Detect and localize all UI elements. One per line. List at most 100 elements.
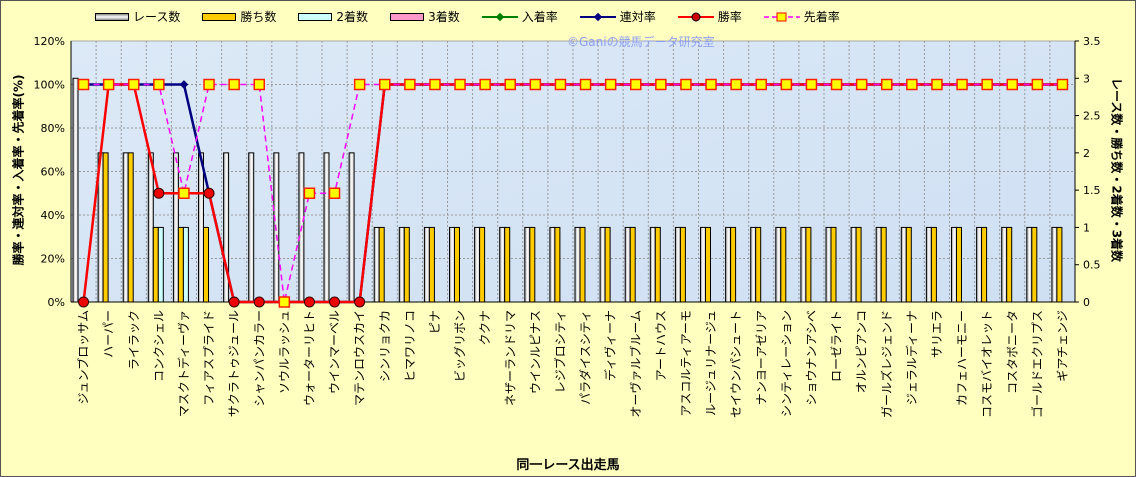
legend-third: 3着数 (390, 8, 460, 25)
x-tick-label: ディヴィーナ (603, 310, 618, 381)
bar-0 (524, 226, 531, 303)
bar-0 (574, 226, 581, 303)
legend-sen: 先着率 (763, 8, 840, 25)
bar-1 (1006, 226, 1013, 303)
bar-1 (152, 226, 159, 303)
bar-0 (474, 226, 481, 303)
legend-wins: 勝ち数 (202, 8, 276, 25)
bar-0 (449, 226, 455, 303)
x-tick-label: ウインルピナス (528, 310, 542, 394)
bar-0 (147, 152, 154, 303)
bar-0 (599, 226, 606, 303)
y-tick-right: 3 (1083, 72, 1090, 85)
bar-0 (223, 152, 230, 303)
bar-0 (348, 152, 355, 303)
legend-second: 2着数 (298, 8, 368, 25)
x-tick-label: ナンヨーアゼリア (754, 310, 768, 405)
y-axis-right-title: レース数・勝ち数・2着数・3着数 (1109, 77, 1124, 263)
bar-0 (750, 226, 757, 303)
bar-1 (529, 226, 536, 303)
marker-sen (128, 78, 140, 91)
bar-1 (403, 226, 410, 303)
x-tick-label: ハーパー (102, 310, 116, 358)
marker-win-rate (153, 187, 165, 199)
y-tick-right: 0 (1083, 296, 1090, 309)
marker-sen (1006, 78, 1018, 91)
bar-1 (454, 226, 460, 303)
marker-sen (404, 78, 416, 91)
marker-sen (780, 78, 793, 91)
y-tick-right: 3.5 (1083, 35, 1101, 48)
x-tick-label: シャンパンカラー (252, 310, 266, 407)
y-tick-left: 20% (41, 253, 65, 266)
legend-label: 勝ち数 (240, 10, 277, 24)
marker-sen (554, 78, 567, 91)
marker-sen (755, 78, 767, 91)
x-tick-label: ピナ (428, 310, 442, 334)
bar-1 (479, 226, 486, 303)
bar-2 (157, 226, 164, 303)
bar-0 (198, 152, 204, 303)
x-tick-label: サリエラ (930, 310, 944, 358)
bar-1 (177, 226, 184, 303)
marker-sen (604, 78, 617, 91)
x-tick-label: アスコルティアーモ (679, 310, 693, 417)
x-tick-label: コスモバイオレット (980, 310, 994, 418)
bar-1 (679, 226, 686, 303)
legend-label: 連対率 (619, 10, 656, 24)
x-tick-label: ヒマワリノコ (403, 310, 417, 382)
bar-0 (323, 152, 330, 303)
bar-0 (122, 152, 129, 303)
y-tick-left: 100% (34, 79, 65, 92)
line-series-7 (83, 83, 1063, 303)
bar-0 (172, 152, 179, 303)
marker-sen (228, 78, 240, 91)
x-tick-label: コンクシェル (152, 310, 166, 382)
bar-0 (925, 226, 932, 303)
bar-0 (850, 226, 857, 303)
bar-0 (825, 226, 832, 303)
marker-sen (680, 78, 692, 91)
bar-0 (549, 226, 556, 303)
bar-0 (725, 226, 732, 303)
x-tick-label: ソウルラッシュ (277, 310, 291, 394)
marker-win-rate (303, 296, 315, 308)
x-tick-label: コスタボニータ (1005, 310, 1019, 394)
legend-wins-swatch (202, 12, 237, 21)
bar-1 (755, 226, 762, 303)
legend-rentai: 連対率 (579, 8, 656, 25)
x-tick-label: オーヴァルブルーム (628, 310, 643, 418)
bar-1 (830, 226, 837, 303)
x-tick-label: ローゼライト (830, 310, 844, 382)
x-tick-label: オルンピアンコ (855, 310, 869, 393)
x-tick-label: フィアスプライド (202, 310, 216, 406)
x-tick-label: シンリョクカ (378, 310, 392, 382)
bar-1 (981, 226, 988, 303)
y-tick-right: 2.5 (1083, 110, 1101, 123)
y-tick-right: 2 (1083, 147, 1090, 160)
x-tick-label: ルージュリナージュ (704, 310, 718, 416)
marker-sen (303, 187, 316, 199)
marker-sen (77, 78, 90, 91)
marker-sen (429, 78, 441, 91)
marker-sen (153, 78, 165, 91)
x-tick-label: ゴールドエクリプス (1029, 310, 1044, 418)
legend-races: レース数 (95, 8, 180, 25)
marker-sen (830, 78, 843, 91)
marker-sen (454, 78, 466, 91)
bar-1 (730, 226, 737, 303)
bar-1 (604, 226, 611, 303)
x-axis-title: 同一レース出走馬 (516, 458, 620, 473)
marker-sen (881, 78, 893, 91)
legend-place: 入着率 (481, 8, 558, 25)
legend-label: 勝率 (717, 10, 742, 24)
marker-sen (1056, 78, 1069, 91)
y-tick-left: 60% (41, 166, 65, 179)
bar-0 (775, 226, 782, 303)
bar-1 (127, 152, 134, 303)
marker-sen (956, 78, 968, 91)
bar-1 (378, 226, 385, 303)
bar-0 (875, 226, 882, 303)
x-tick-label: ジュンブロッサム (76, 310, 91, 405)
